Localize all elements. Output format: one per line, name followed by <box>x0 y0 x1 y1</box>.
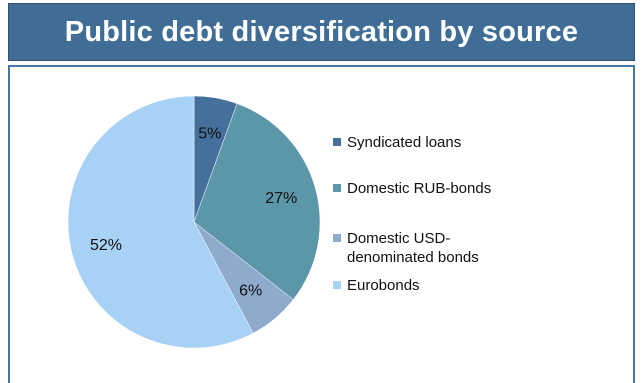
legend-swatch <box>333 184 341 192</box>
legend-swatch <box>333 138 341 146</box>
legend-label-line: denominated bonds <box>347 249 479 266</box>
legend-label: Domestic USD- denominated bonds <box>347 229 479 267</box>
legend-swatch <box>333 281 341 289</box>
legend-label: Eurobonds <box>347 277 420 294</box>
pie-slice-domestic-rub-bonds <box>193 103 321 300</box>
pie-data-label: 6% <box>239 283 262 300</box>
legend-swatch <box>333 234 341 242</box>
pie-data-label: 5% <box>198 126 221 143</box>
legend-label: Syndicated loans <box>347 134 462 151</box>
pie-data-label: 52% <box>90 237 122 254</box>
legend-item-syndicated-loans: Syndicated loans <box>333 133 461 152</box>
pie-slice-eurobonds <box>67 95 254 349</box>
title-banner: Public debt diversification by source <box>8 3 635 61</box>
legend-item-eurobonds: Eurobonds <box>333 276 420 295</box>
legend-item-domestic-usd-bonds: Domestic USD- denominated bonds <box>333 229 479 267</box>
legend-label: Domestic RUB-bonds <box>347 180 492 197</box>
chart-title: Public debt diversification by source <box>64 15 579 48</box>
legend-item-domestic-rub-bonds: Domestic RUB-bonds <box>333 179 491 198</box>
pie-data-label: 27% <box>265 190 297 207</box>
legend-label-line: Domestic USD- <box>347 230 451 247</box>
